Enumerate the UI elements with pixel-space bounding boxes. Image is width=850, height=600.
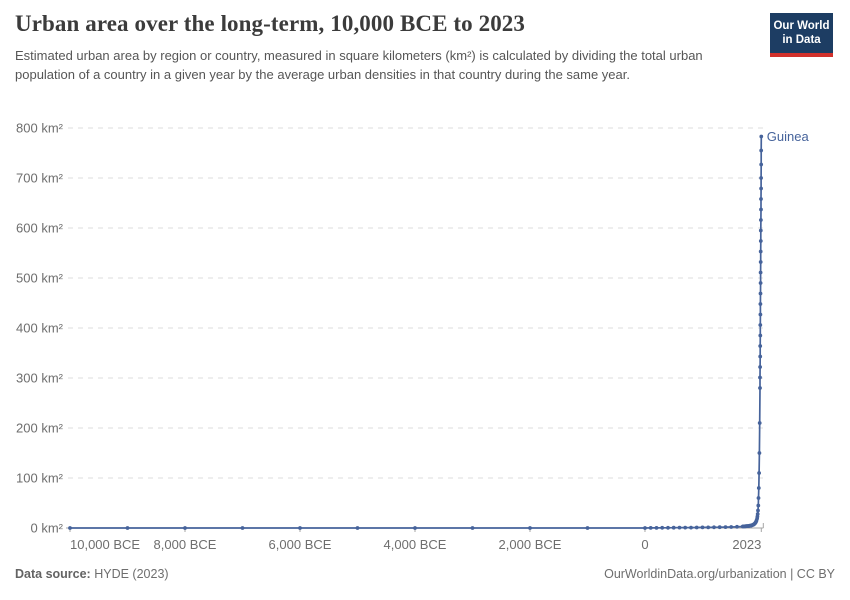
x-tick-label: 0 xyxy=(641,537,648,552)
y-tick-label: 800 km² xyxy=(16,121,64,136)
data-point[interactable] xyxy=(759,186,763,191)
data-point[interactable] xyxy=(654,526,659,530)
data-point[interactable] xyxy=(68,526,72,530)
data-point[interactable] xyxy=(758,375,762,380)
owid-logo-line1: Our World xyxy=(773,20,830,32)
data-point[interactable] xyxy=(758,386,762,390)
x-tick-label: 4,000 BCE xyxy=(384,537,447,552)
data-point[interactable] xyxy=(758,260,763,264)
data-point[interactable] xyxy=(413,526,417,530)
data-point[interactable] xyxy=(759,176,763,180)
data-point[interactable] xyxy=(689,525,693,530)
data-point[interactable] xyxy=(759,162,764,167)
y-tick-label: 600 km² xyxy=(16,221,64,236)
series-line[interactable] xyxy=(70,136,763,529)
data-point[interactable] xyxy=(756,496,761,500)
data-source-label: Data source: xyxy=(15,567,91,581)
data-point[interactable] xyxy=(683,525,688,530)
data-point[interactable] xyxy=(757,451,762,455)
data-point[interactable] xyxy=(755,512,760,516)
data-point[interactable] xyxy=(757,471,761,475)
data-point[interactable] xyxy=(660,525,665,530)
data-point[interactable] xyxy=(712,525,716,530)
data-point[interactable] xyxy=(758,344,763,348)
page-title: Urban area over the long-term, 10,000 BC… xyxy=(15,11,525,36)
data-point[interactable] xyxy=(756,486,761,490)
data-source-value: HYDE (2023) xyxy=(94,567,169,581)
y-tick-label: 700 km² xyxy=(16,171,64,186)
data-point[interactable] xyxy=(759,148,764,153)
chart-header: Urban area over the long-term, 10,000 BC… xyxy=(15,10,835,84)
data-point[interactable] xyxy=(298,526,302,530)
data-point[interactable] xyxy=(666,525,670,530)
x-tick-label: 6,000 BCE xyxy=(269,537,332,552)
data-point[interactable] xyxy=(758,239,763,243)
data-point[interactable] xyxy=(723,525,728,529)
data-point[interactable] xyxy=(706,525,711,530)
y-tick-label: 500 km² xyxy=(16,271,64,286)
data-point[interactable] xyxy=(585,526,590,530)
x-tick-label: 10,000 BCE xyxy=(70,537,140,552)
data-point[interactable] xyxy=(759,134,764,139)
data-point[interactable] xyxy=(643,526,647,530)
data-point[interactable] xyxy=(758,302,763,306)
data-point[interactable] xyxy=(758,312,763,317)
y-tick-label: 100 km² xyxy=(16,471,64,486)
data-point[interactable] xyxy=(756,503,761,508)
y-tick-label: 0 km² xyxy=(31,521,64,536)
data-point[interactable] xyxy=(756,508,760,513)
y-tick-label: 400 km² xyxy=(16,321,64,336)
credit-link[interactable]: OurWorldinData.org/urbanization | CC BY xyxy=(604,567,835,581)
data-point[interactable] xyxy=(758,228,763,233)
x-tick-label: 8,000 BCE xyxy=(154,537,217,552)
data-point[interactable] xyxy=(700,525,705,530)
data-point[interactable] xyxy=(758,333,763,338)
y-tick-label: 300 km² xyxy=(16,371,64,386)
chart-subtitle: Estimated urban area by region or countr… xyxy=(15,47,703,82)
owid-logo[interactable]: Our World in Data xyxy=(770,13,833,57)
data-point[interactable] xyxy=(717,525,722,530)
x-tick-label: 2023 xyxy=(732,537,761,552)
data-point[interactable] xyxy=(758,270,763,275)
data-point[interactable] xyxy=(758,323,763,327)
data-point[interactable] xyxy=(758,354,763,359)
data-point[interactable] xyxy=(758,291,763,296)
x-tick-label: 2,000 BCE xyxy=(499,537,562,552)
data-point[interactable] xyxy=(759,218,763,222)
data-point[interactable] xyxy=(735,524,739,529)
data-point[interactable] xyxy=(648,526,653,530)
data-point[interactable] xyxy=(677,525,682,530)
data-point[interactable] xyxy=(759,197,763,201)
data-point[interactable] xyxy=(355,526,360,530)
y-tick-label: 200 km² xyxy=(16,421,64,436)
data-point[interactable] xyxy=(240,526,245,530)
owid-logo-line2: in Data xyxy=(782,34,821,47)
data-source: Data source: HYDE (2023) xyxy=(15,567,169,581)
data-point[interactable] xyxy=(758,365,762,369)
data-point[interactable] xyxy=(758,281,763,285)
data-point[interactable] xyxy=(183,526,187,530)
data-point[interactable] xyxy=(694,525,699,530)
data-point[interactable] xyxy=(729,525,734,529)
chart-footer: Data source: HYDE (2023) OurWorldinData.… xyxy=(15,567,835,581)
series-label: Guinea xyxy=(767,129,810,144)
data-point[interactable] xyxy=(759,207,763,212)
data-point[interactable] xyxy=(671,525,676,530)
data-point[interactable] xyxy=(125,526,130,530)
data-point[interactable] xyxy=(758,249,763,254)
data-point[interactable] xyxy=(757,421,762,425)
data-point[interactable] xyxy=(528,526,532,530)
data-point[interactable] xyxy=(470,526,475,530)
line-chart: 0 km² 100 km² 200 km² 300 km² 400 km² 500 km²… xyxy=(16,121,810,553)
